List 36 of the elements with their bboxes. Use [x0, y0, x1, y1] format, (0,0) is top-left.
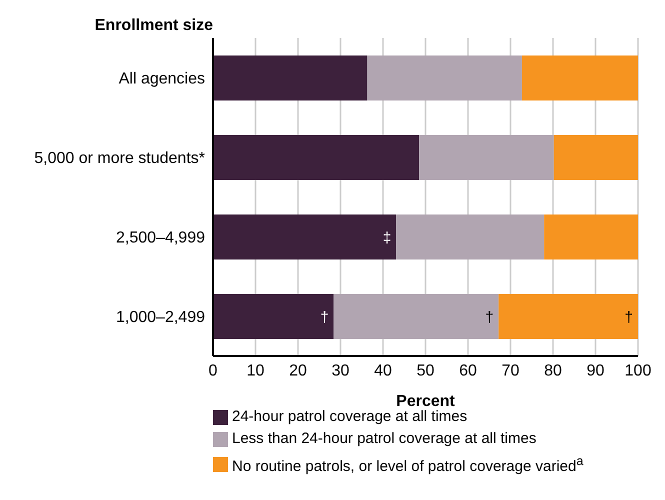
x-tick-label: 20	[289, 362, 307, 380]
x-tick-label: 50	[416, 362, 434, 380]
bar	[213, 134, 420, 180]
bar	[544, 214, 638, 260]
y-tick-label: 2,500–4,999	[116, 229, 206, 246]
y-tick-label: 1,000–2,499	[116, 308, 206, 326]
y-tick-label: All agencies	[118, 70, 205, 88]
bar	[396, 214, 544, 260]
x-tick-label: 60	[459, 362, 477, 380]
bar	[213, 294, 334, 339]
bar	[334, 294, 499, 339]
x-tick-label: 100	[624, 362, 652, 380]
legend-label: Less than 24-hour patrol coverage at all times	[232, 429, 536, 449]
bar	[554, 134, 638, 180]
data-label: †	[320, 308, 329, 326]
x-tick-label: 70	[502, 362, 520, 380]
x-tick-label: 40	[374, 362, 392, 380]
y-axis-title: Enrollment size	[94, 17, 214, 34]
x-tick-label: 0	[208, 362, 218, 380]
x-tick-label: 80	[544, 362, 562, 380]
x-tick-label: 30	[332, 362, 350, 380]
bar	[367, 55, 522, 100]
bar	[419, 134, 554, 180]
legend-label: No routine patrols, or level of patrol coverage varied$^{a}$	[232, 453, 584, 477]
x-axis-title: Percent	[396, 393, 456, 410]
data-label: †	[485, 308, 494, 326]
legend-label: 24-hour patrol coverage at all times	[232, 407, 468, 427]
bar	[213, 55, 368, 100]
x-tick-label: 90	[586, 362, 604, 380]
data-label: ‡	[382, 229, 392, 246]
bar	[498, 294, 638, 339]
bar	[213, 214, 396, 260]
data-label: †	[624, 308, 633, 326]
x-tick-label: 10	[246, 362, 264, 380]
bar	[522, 55, 638, 100]
y-tick-label: 5,000 or more students*	[34, 150, 205, 167]
